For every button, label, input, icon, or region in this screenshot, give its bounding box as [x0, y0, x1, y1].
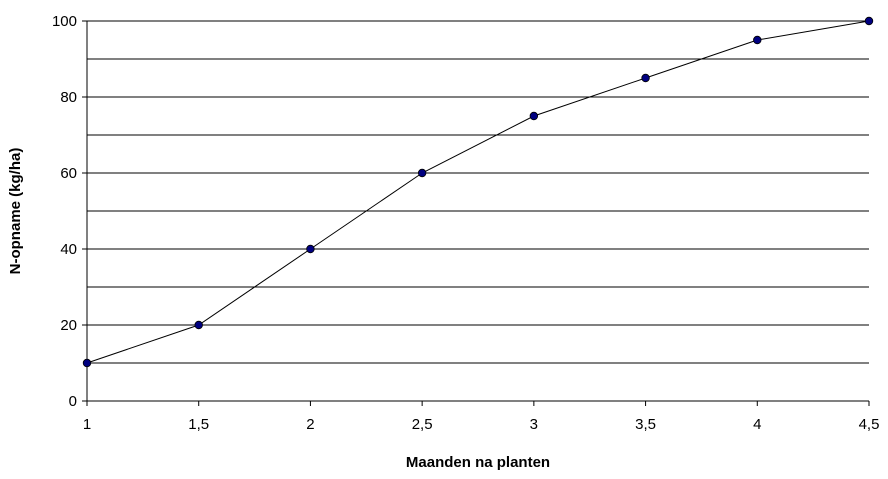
gridlines [87, 20, 869, 364]
x-tick-label: 1 [83, 416, 91, 433]
x-tick-label: 1,5 [188, 416, 209, 433]
y-tick-label: 60 [60, 165, 77, 182]
y-tick-label: 40 [60, 241, 77, 258]
data-point [306, 244, 315, 254]
y-tick-label: 80 [60, 89, 77, 106]
data-point [641, 73, 650, 83]
axes [86, 21, 869, 402]
y-tick-label: 0 [69, 393, 77, 410]
y-axis-ticks: 0 20 40 60 80 100 [52, 13, 87, 410]
y-tick-label: 100 [52, 13, 77, 30]
x-tick-label: 3 [530, 416, 538, 433]
x-tick-label: 4 [753, 416, 761, 433]
x-tick-label: 3,5 [635, 416, 656, 433]
data-point [753, 35, 762, 45]
data-point [82, 358, 92, 368]
series-line [86, 20, 870, 364]
x-axis-title: Maanden na planten [406, 454, 550, 471]
y-tick-label: 20 [60, 317, 77, 334]
y-axis-title: N-opname (kg/ha) [7, 148, 24, 275]
data-point [529, 111, 539, 121]
x-axis-ticks: 1 1,5 2 2,5 3 3,5 4 4,5 [83, 401, 880, 433]
data-point [194, 320, 203, 330]
data-point [864, 16, 874, 26]
series-group [82, 16, 874, 368]
data-point [417, 168, 427, 178]
x-tick-label: 2,5 [412, 416, 433, 433]
x-tick-label: 2 [306, 416, 314, 433]
x-tick-label: 4,5 [859, 416, 880, 433]
